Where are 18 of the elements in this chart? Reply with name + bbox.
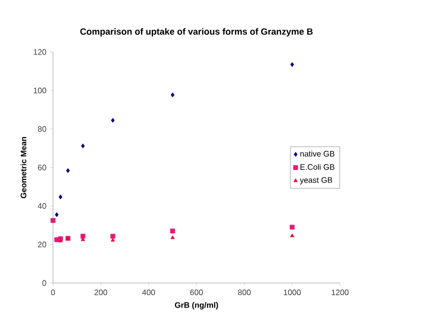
point: [110, 238, 115, 242]
point: [66, 168, 70, 173]
point: [170, 235, 175, 240]
point: [170, 228, 175, 234]
point: [81, 144, 85, 148]
point: [80, 237, 85, 241]
point: [110, 118, 115, 123]
point: [80, 234, 86, 239]
point: [290, 233, 294, 238]
point: [290, 224, 295, 230]
chart-title: Comparison of uptake of various forms of Granzyme B: [80, 28, 313, 36]
point: [290, 62, 294, 67]
point: [58, 238, 63, 242]
point: [110, 234, 116, 239]
point: [54, 212, 59, 218]
point: [58, 194, 62, 200]
point: [170, 92, 174, 98]
point: [50, 218, 56, 223]
